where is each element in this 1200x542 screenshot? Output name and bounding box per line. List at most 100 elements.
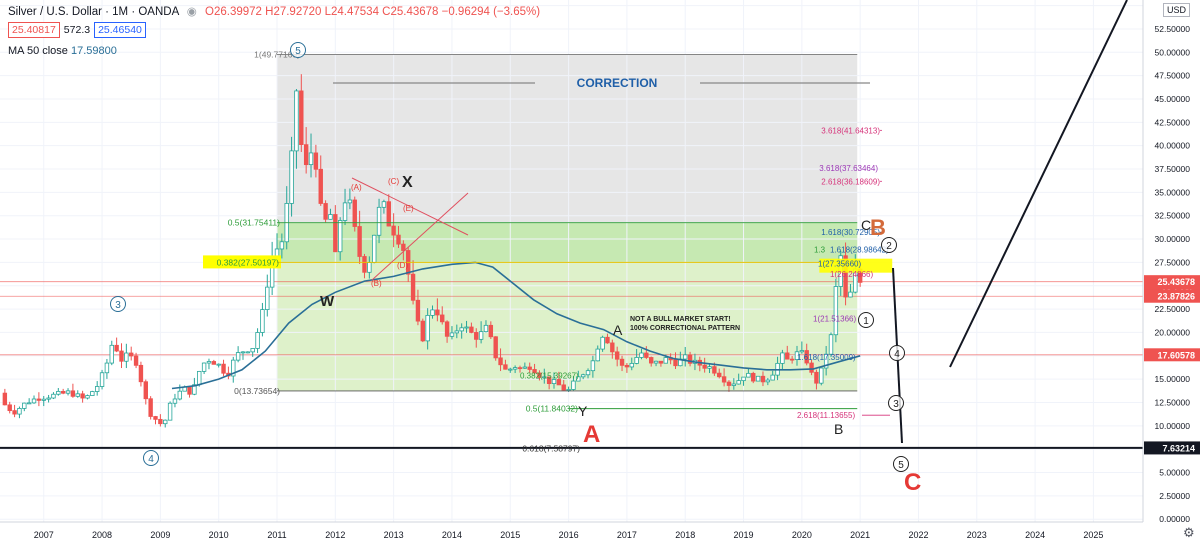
candle-body: [31, 398, 37, 404]
forecast-up-line: [949, 0, 1128, 368]
candles: [2, 74, 863, 428]
candle-body: [702, 364, 707, 369]
candle-body: [658, 360, 664, 364]
x-tick-label: 2015: [500, 530, 520, 540]
x-axis-bg: [0, 522, 1200, 542]
candle-body: [517, 367, 523, 370]
candle-body: [167, 402, 173, 421]
ma-legend: MA 50 close 17.59800: [8, 45, 117, 57]
candle-body: [26, 402, 32, 405]
projection-label: 2.618(36.18609): [821, 177, 880, 186]
ask-pill[interactable]: 25.46540: [94, 22, 146, 38]
x-tick-label: 2024: [1025, 530, 1045, 540]
candle-body: [187, 386, 192, 395]
circled-1-circle: [858, 312, 874, 328]
candle-body: [454, 330, 460, 334]
price-tag-label: 23.87826: [1157, 292, 1195, 302]
candle-body: [498, 357, 503, 366]
candle-body: [532, 369, 537, 374]
candle-body: [221, 363, 226, 374]
candle-body: [328, 214, 333, 220]
candle-body: [197, 370, 202, 386]
candle-body: [580, 374, 586, 378]
candle-body: [600, 336, 605, 350]
candle-body: [90, 391, 95, 396]
subwave-b-label: (B): [371, 279, 382, 288]
candle-body: [435, 309, 440, 316]
wave-a-small-label: A: [613, 322, 623, 338]
candle-body: [425, 314, 430, 342]
candle-body: [848, 291, 853, 298]
y-tick-label: 27.50000: [1155, 257, 1191, 267]
projection-label: 1(26.24866): [830, 270, 873, 279]
circled-3-circle: [888, 395, 904, 411]
candle-body: [546, 376, 552, 385]
candle-body: [22, 402, 27, 409]
y-tick-label: 5.00000: [1159, 468, 1190, 478]
price-tag-label: 17.60578: [1157, 350, 1195, 360]
y-tick-label: 10.00000: [1155, 421, 1191, 431]
candle-body: [814, 371, 819, 384]
candle-body: [245, 351, 251, 354]
price-pills: 25.40817 572.3 25.46540: [8, 22, 146, 38]
candle-body: [396, 234, 401, 245]
candle-body: [828, 334, 834, 355]
candle-body: [770, 374, 775, 381]
triangle-line: [371, 192, 469, 281]
fib-label: 0.5(31.75411): [228, 218, 280, 228]
y-tick-label: 52.50000: [1155, 24, 1191, 34]
settings-gear-icon[interactable]: ⚙: [1183, 526, 1195, 541]
candle-body: [746, 372, 751, 378]
candle-body: [114, 344, 119, 352]
y-tick-label: 50.00000: [1155, 47, 1191, 57]
x-tick-label: 2007: [34, 530, 54, 540]
candle-body: [459, 327, 464, 332]
candle-body: [201, 362, 207, 372]
candle-body: [571, 380, 576, 390]
price-tag-label: 25.43678: [1157, 277, 1195, 287]
x-tick-label: 2020: [792, 530, 812, 540]
candle-body: [342, 202, 348, 221]
candle-body: [556, 379, 562, 386]
circled-5-top: 5: [295, 46, 301, 57]
candle-body: [527, 366, 532, 370]
x-tick-label: 2021: [850, 530, 870, 540]
spread-value: 572.3: [63, 24, 91, 36]
candle-body: [731, 383, 737, 386]
candle-body: [12, 410, 17, 415]
candle-body: [799, 350, 805, 353]
circled-4-circle: [889, 345, 905, 361]
candle-body: [819, 367, 824, 384]
y-tick-label: 45.00000: [1155, 94, 1191, 104]
ma50-line: [171, 261, 861, 390]
x-tick-label: 2019: [734, 530, 754, 540]
candle-body: [333, 214, 338, 253]
candle-body: [94, 386, 100, 392]
currency-label[interactable]: USD: [1163, 3, 1191, 17]
candle-body: [595, 348, 600, 362]
candle-body: [634, 357, 639, 364]
candle-body: [585, 370, 591, 376]
x-tick-label: 2008: [92, 530, 112, 540]
drawings: [203, 0, 1128, 444]
candle-body: [347, 199, 353, 204]
candle-body: [318, 168, 323, 204]
circled-5-circle: [893, 456, 909, 472]
candle-body: [260, 309, 265, 333]
candle-body: [653, 360, 659, 364]
ma-value: 17.59800: [70, 45, 117, 57]
candle-body: [809, 362, 814, 373]
candle-body: [823, 353, 829, 369]
candle-body: [386, 201, 391, 227]
candle-body: [2, 392, 8, 406]
candle-body: [663, 357, 668, 364]
candle-body: [561, 384, 566, 391]
candle-body: [56, 391, 61, 395]
candle-body: [736, 380, 741, 385]
candle-body: [566, 389, 571, 391]
eye-icon[interactable]: ◉: [186, 6, 197, 18]
circled-4-left: 4: [148, 454, 154, 465]
bid-pill[interactable]: 25.40817: [8, 22, 60, 38]
ma-label: MA 50 close: [8, 45, 68, 57]
